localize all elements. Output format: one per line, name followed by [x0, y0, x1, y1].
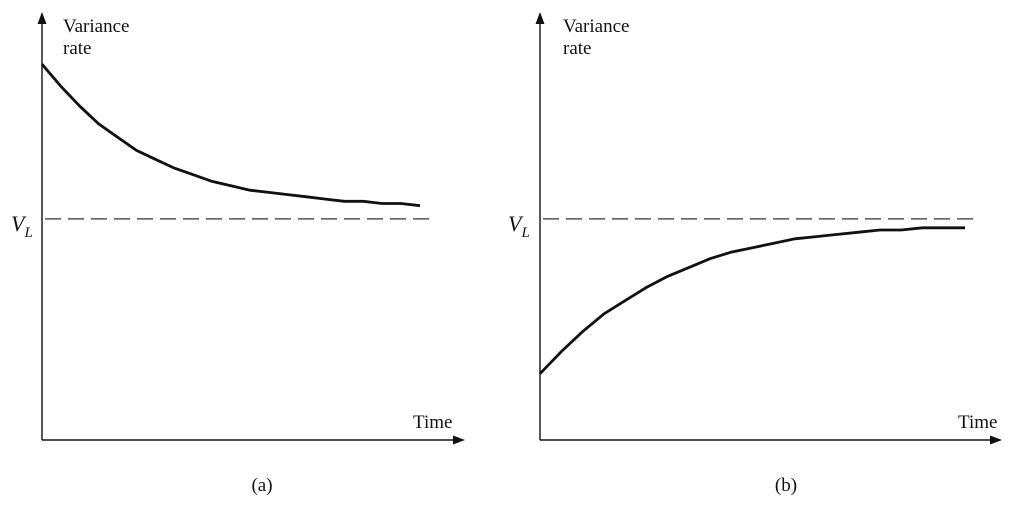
reference-label-b-sub: L [520, 225, 529, 241]
reference-label-a-sub: L [23, 225, 32, 241]
y-axis-arrow-a [38, 12, 47, 24]
y-axis-title-a-line1: Variance [63, 16, 129, 37]
panel-caption-a: (a) [251, 475, 272, 496]
y-axis-title-b-line1: Variance [563, 16, 629, 37]
reference-label-a: VL [11, 211, 33, 241]
y-axis-title-b-line2: rate [563, 38, 591, 59]
panel-caption-b: (b) [775, 475, 797, 496]
panel-a: Variance rate Time VL (a) [11, 12, 465, 496]
x-axis-arrow-a [453, 436, 465, 445]
series-line-b [540, 228, 965, 374]
x-axis-arrow-b [990, 436, 1002, 445]
y-axis-title-a-line2: rate [63, 38, 91, 59]
y-axis-arrow-b [536, 12, 545, 24]
x-axis-title-b: Time [958, 412, 997, 433]
panel-b: Variance rate Time VL (b) [508, 12, 1002, 496]
series-line-a [42, 64, 420, 206]
reference-label-b: VL [508, 211, 530, 241]
x-axis-title-a: Time [413, 412, 452, 433]
